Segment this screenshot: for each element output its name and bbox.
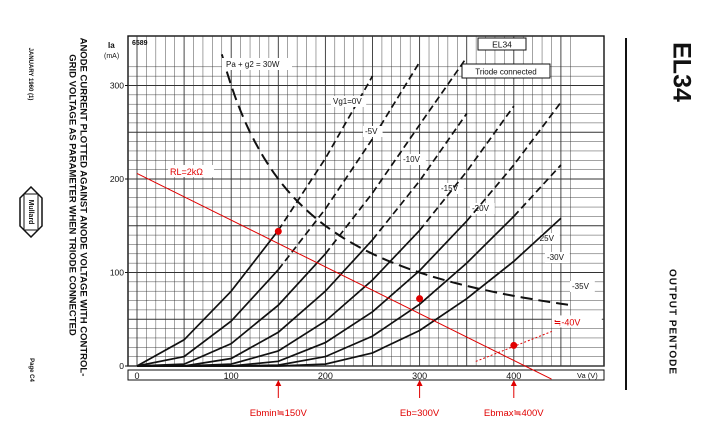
curve-label-bg (535, 233, 560, 244)
y-axis-unit: (mA) (104, 53, 119, 60)
operating-voltage-label: Ebmax≒400V (484, 408, 544, 419)
grid-voltage-curve-label: -35V (572, 282, 590, 291)
grid-voltage-curve-extension (466, 101, 562, 222)
y-tick-label: 200 (110, 174, 124, 184)
operating-point-marker (416, 295, 424, 303)
grid-voltage-curve (137, 217, 562, 367)
grid-voltage-curve-label: -25V (537, 234, 555, 243)
x-tick-label: 400 (506, 371, 521, 381)
sheet-code: 6589 (132, 40, 148, 47)
grid-voltage-curve-extension (277, 61, 421, 271)
voltage-arrow-head (275, 380, 282, 386)
load-line (136, 172, 552, 380)
x-tick-label: 100 (224, 371, 239, 381)
grid-voltage-curve (136, 253, 327, 367)
grid-voltage-curve-label: -10V (403, 155, 421, 164)
x-axis-strip (127, 369, 605, 381)
curve-label-bg (439, 183, 464, 194)
operating-voltage-label: Eb=300V (400, 408, 440, 419)
curve-label-bg (363, 126, 383, 137)
right-rule (625, 38, 627, 390)
mullard-logo-text: Mullard (27, 200, 34, 225)
grid-voltage-curve-label: -30V (547, 253, 565, 262)
chart-title: EL34 (492, 40, 512, 50)
subtitle-box (461, 63, 551, 79)
bias-annotation: ≒-40V (554, 317, 581, 327)
grid-voltage-curve-label: -5V (365, 127, 378, 136)
grid-voltage-curve-label: Vg1=0V (333, 97, 362, 106)
grid-voltage-curve (136, 269, 279, 367)
curve-label-bg (570, 281, 595, 292)
operating-point-marker (510, 341, 518, 349)
y-axis-symbol: Ia (108, 41, 115, 50)
chart-subtitle: Triode connected (475, 68, 537, 77)
x-tick-label: 200 (318, 371, 333, 381)
x-tick-label: 0 (134, 371, 139, 381)
curve-label-bg (331, 96, 367, 107)
grid-voltage-curve-extension (371, 113, 468, 241)
voltage-arrow-head (416, 380, 423, 386)
mullard-logo: Mullard (19, 186, 43, 238)
grid-voltage-curve-extension (324, 56, 468, 255)
max-dissipation-label: Pa + g2 = 30W (226, 60, 280, 69)
operating-point-marker (274, 227, 282, 235)
operating-voltage-label: Ebmin≒150V (250, 408, 308, 419)
y-tick-label: 0 (119, 361, 124, 371)
curve-label-bg (470, 203, 495, 214)
load-line-label-bg (168, 165, 214, 177)
y-tick-label: 100 (110, 268, 124, 278)
y-tick-label: 300 (110, 81, 124, 91)
x-axis-label: Va (V) (577, 371, 598, 380)
curve-label-bg (545, 252, 570, 263)
load-line-label: RL=2kΩ (170, 167, 203, 177)
voltage-arrow-head (510, 380, 517, 386)
grid-voltage-curve-extension (418, 105, 515, 231)
grid-voltage-curve-extension (513, 164, 562, 217)
x-tick-label: 300 (412, 371, 427, 381)
curve-label-bg (401, 154, 426, 165)
bias-label-bg (551, 315, 602, 328)
grid-voltage-curve-label: -20V (472, 204, 490, 213)
power-label-bg (222, 58, 292, 70)
title-box (477, 37, 527, 51)
grid-voltage-curve (136, 229, 279, 367)
grid-voltage-curve-label: -15V (441, 184, 459, 193)
max-dissipation-curve (220, 54, 571, 306)
